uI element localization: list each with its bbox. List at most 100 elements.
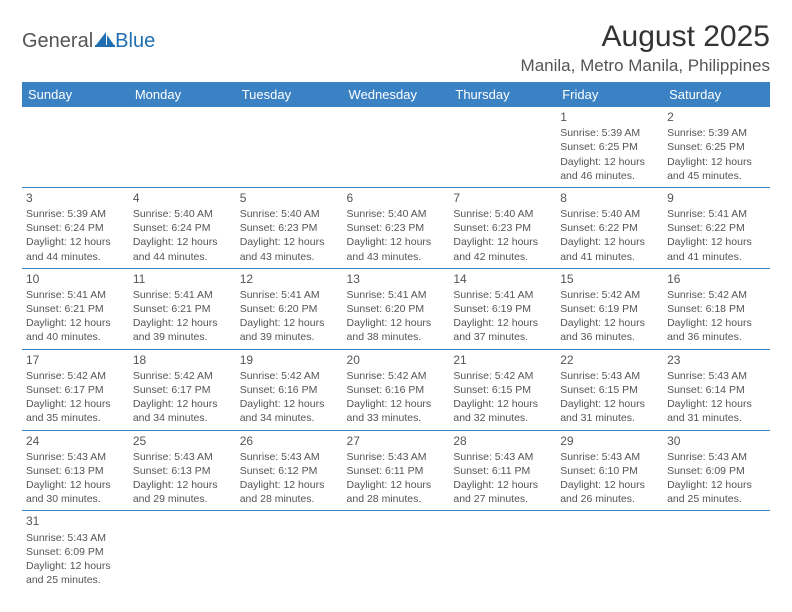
daylight-line: Daylight: 12 hours and 33 minutes. [347,397,446,425]
day-number: 2 [667,109,766,125]
day-number: 5 [240,190,339,206]
calendar-cell: 14Sunrise: 5:41 AMSunset: 6:19 PMDayligh… [449,268,556,349]
sunrise-line: Sunrise: 5:39 AM [560,126,659,140]
daylight-line: Daylight: 12 hours and 41 minutes. [560,235,659,263]
calendar-cell: 4Sunrise: 5:40 AMSunset: 6:24 PMDaylight… [129,187,236,268]
sunrise-line: Sunrise: 5:41 AM [26,288,125,302]
calendar-cell-empty [343,511,450,591]
calendar-cell: 31Sunrise: 5:43 AMSunset: 6:09 PMDayligh… [22,511,129,591]
sunrise-line: Sunrise: 5:43 AM [133,450,232,464]
daylight-line: Daylight: 12 hours and 36 minutes. [560,316,659,344]
sunrise-line: Sunrise: 5:39 AM [26,207,125,221]
calendar-cell: 5Sunrise: 5:40 AMSunset: 6:23 PMDaylight… [236,187,343,268]
sunrise-line: Sunrise: 5:43 AM [560,450,659,464]
title-block: August 2025 Manila, Metro Manila, Philip… [521,20,770,76]
day-number: 23 [667,352,766,368]
daylight-line: Daylight: 12 hours and 46 minutes. [560,155,659,183]
calendar-week: 24Sunrise: 5:43 AMSunset: 6:13 PMDayligh… [22,430,770,511]
day-number: 30 [667,433,766,449]
calendar-cell: 10Sunrise: 5:41 AMSunset: 6:21 PMDayligh… [22,268,129,349]
day-number: 7 [453,190,552,206]
sunrise-line: Sunrise: 5:42 AM [133,369,232,383]
sunset-line: Sunset: 6:25 PM [560,140,659,154]
calendar-cell: 6Sunrise: 5:40 AMSunset: 6:23 PMDaylight… [343,187,450,268]
sunset-line: Sunset: 6:20 PM [347,302,446,316]
day-number: 4 [133,190,232,206]
calendar-cell-empty [129,511,236,591]
day-header: Thursday [449,82,556,107]
day-number: 17 [26,352,125,368]
day-number: 14 [453,271,552,287]
calendar-body: 1Sunrise: 5:39 AMSunset: 6:25 PMDaylight… [22,107,770,591]
sunrise-line: Sunrise: 5:40 AM [240,207,339,221]
calendar-cell: 22Sunrise: 5:43 AMSunset: 6:15 PMDayligh… [556,349,663,430]
calendar-cell-empty [663,511,770,591]
sunset-line: Sunset: 6:13 PM [133,464,232,478]
sunrise-line: Sunrise: 5:43 AM [453,450,552,464]
header: General Blue August 2025 Manila, Metro M… [22,20,770,76]
daylight-line: Daylight: 12 hours and 31 minutes. [667,397,766,425]
sunset-line: Sunset: 6:19 PM [453,302,552,316]
daylight-line: Daylight: 12 hours and 34 minutes. [133,397,232,425]
calendar-table: SundayMondayTuesdayWednesdayThursdayFrid… [22,82,770,591]
day-number: 25 [133,433,232,449]
sunset-line: Sunset: 6:24 PM [26,221,125,235]
sunset-line: Sunset: 6:22 PM [667,221,766,235]
sunrise-line: Sunrise: 5:43 AM [667,450,766,464]
sunset-line: Sunset: 6:15 PM [453,383,552,397]
sunset-line: Sunset: 6:20 PM [240,302,339,316]
calendar-cell: 23Sunrise: 5:43 AMSunset: 6:14 PMDayligh… [663,349,770,430]
day-number: 19 [240,352,339,368]
header-row: SundayMondayTuesdayWednesdayThursdayFrid… [22,82,770,107]
sunrise-line: Sunrise: 5:42 AM [347,369,446,383]
daylight-line: Daylight: 12 hours and 38 minutes. [347,316,446,344]
sunrise-line: Sunrise: 5:43 AM [560,369,659,383]
sunset-line: Sunset: 6:17 PM [133,383,232,397]
sunrise-line: Sunrise: 5:43 AM [240,450,339,464]
daylight-line: Daylight: 12 hours and 39 minutes. [240,316,339,344]
sunset-line: Sunset: 6:23 PM [347,221,446,235]
calendar-week: 31Sunrise: 5:43 AMSunset: 6:09 PMDayligh… [22,511,770,591]
calendar-cell: 29Sunrise: 5:43 AMSunset: 6:10 PMDayligh… [556,430,663,511]
sunrise-line: Sunrise: 5:40 AM [453,207,552,221]
sunset-line: Sunset: 6:12 PM [240,464,339,478]
sunrise-line: Sunrise: 5:43 AM [347,450,446,464]
sunset-line: Sunset: 6:19 PM [560,302,659,316]
calendar-cell: 9Sunrise: 5:41 AMSunset: 6:22 PMDaylight… [663,187,770,268]
sunset-line: Sunset: 6:18 PM [667,302,766,316]
day-number: 27 [347,433,446,449]
sunset-line: Sunset: 6:10 PM [560,464,659,478]
sunrise-line: Sunrise: 5:42 AM [240,369,339,383]
calendar-head: SundayMondayTuesdayWednesdayThursdayFrid… [22,82,770,107]
day-number: 31 [26,513,125,529]
day-number: 10 [26,271,125,287]
sunrise-line: Sunrise: 5:40 AM [347,207,446,221]
calendar-cell: 8Sunrise: 5:40 AMSunset: 6:22 PMDaylight… [556,187,663,268]
calendar-page: General Blue August 2025 Manila, Metro M… [0,0,792,611]
calendar-cell-empty [129,107,236,187]
day-header: Wednesday [343,82,450,107]
day-number: 29 [560,433,659,449]
sunrise-line: Sunrise: 5:41 AM [347,288,446,302]
sunset-line: Sunset: 6:11 PM [347,464,446,478]
calendar-cell: 11Sunrise: 5:41 AMSunset: 6:21 PMDayligh… [129,268,236,349]
daylight-line: Daylight: 12 hours and 29 minutes. [133,478,232,506]
logo: General Blue [22,30,155,53]
calendar-cell-empty [449,107,556,187]
sunrise-line: Sunrise: 5:43 AM [26,531,125,545]
calendar-cell: 25Sunrise: 5:43 AMSunset: 6:13 PMDayligh… [129,430,236,511]
sunset-line: Sunset: 6:23 PM [240,221,339,235]
sunset-line: Sunset: 6:24 PM [133,221,232,235]
daylight-line: Daylight: 12 hours and 28 minutes. [240,478,339,506]
logo-text-general: General [22,30,93,53]
calendar-cell: 21Sunrise: 5:42 AMSunset: 6:15 PMDayligh… [449,349,556,430]
sunset-line: Sunset: 6:09 PM [667,464,766,478]
daylight-line: Daylight: 12 hours and 37 minutes. [453,316,552,344]
sunrise-line: Sunrise: 5:39 AM [667,126,766,140]
calendar-cell: 27Sunrise: 5:43 AMSunset: 6:11 PMDayligh… [343,430,450,511]
sunrise-line: Sunrise: 5:42 AM [26,369,125,383]
sunrise-line: Sunrise: 5:42 AM [560,288,659,302]
day-number: 22 [560,352,659,368]
calendar-cell: 16Sunrise: 5:42 AMSunset: 6:18 PMDayligh… [663,268,770,349]
day-number: 18 [133,352,232,368]
